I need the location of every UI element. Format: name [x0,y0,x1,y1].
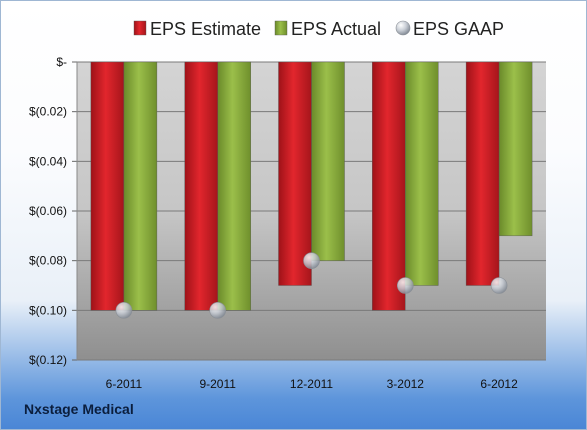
y-tick-label: $(0.06) [29,204,67,218]
eps-actual-bar [217,61,251,311]
eps-gaap-marker [490,277,508,294]
eps-actual-bar [498,61,533,237]
y-tick-label: $(0.08) [29,254,67,268]
eps-gaap-marker [209,302,226,319]
eps-estimate-bar [278,61,312,286]
x-tick-label: 6-2011 [106,377,143,391]
eps-estimate-legend-label: EPS Estimate [150,19,261,39]
eps-estimate-bar [372,61,406,311]
eps-actual-legend-label: EPS Actual [291,19,381,39]
eps-actual-bar [311,61,345,261]
y-tick-label: $(0.02) [29,105,67,119]
eps-gaap-marker [396,277,414,294]
x-tick-label: 9-2011 [199,377,236,391]
eps-gaap-marker [303,252,320,269]
bars [90,61,533,311]
x-tick-label: 6-2012 [480,377,518,391]
y-tick-label: $(0.04) [29,154,67,168]
x-axis: 6-2011 9-2011 12-2011 3-2012 6-2012 [106,377,518,391]
gaap-markers [115,252,508,319]
eps-actual-bar [405,61,439,286]
eps-actual-bar [123,61,158,311]
legend: EPS Estimate EPS Actual EPS GAAP [133,19,504,39]
y-tick-label: $- [56,55,67,69]
eps-actual-legend-swatch [274,20,288,36]
eps-estimate-bar [90,61,125,311]
y-axis: $- $(0.02) $(0.04) $(0.06) $(0.08) $(0.10) $(0… [29,55,78,367]
y-tick-label: $(0.10) [29,303,67,317]
eps-gaap-marker [115,302,133,319]
eps-chart: $- $(0.02) $(0.04) $(0.06) $(0.08) $(0.10) $(0… [29,19,546,391]
eps-estimate-bar [184,61,218,311]
eps-gaap-legend-label: EPS GAAP [413,19,504,39]
y-tick-label: $(0.12) [29,353,67,367]
eps-estimate-bar [465,61,500,286]
eps-estimate-legend-swatch [133,20,147,36]
company-name: Nxstage Medical [24,401,134,417]
x-tick-label: 3-2012 [387,377,425,391]
x-tick-label: 12-2011 [290,377,333,391]
eps-gaap-legend-swatch [395,20,411,36]
